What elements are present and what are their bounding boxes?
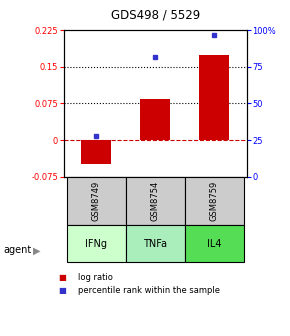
Text: ■: ■ [58,273,66,282]
Bar [81,140,111,164]
Text: percentile rank within the sample: percentile rank within the sample [78,286,220,295]
Text: IL4: IL4 [207,239,221,249]
Bar [67,225,126,262]
Bar [199,55,229,140]
Bar [185,177,244,225]
Text: TNFa: TNFa [143,239,167,249]
Text: GSM8759: GSM8759 [210,181,219,221]
Text: ■: ■ [58,286,66,295]
Bar [126,177,185,225]
Text: log ratio: log ratio [78,273,113,282]
Text: GSM8749: GSM8749 [92,181,101,221]
Text: IFNg: IFNg [85,239,107,249]
Text: GSM8754: GSM8754 [151,181,160,221]
Bar [126,225,185,262]
Bar [140,98,170,140]
Text: ▶: ▶ [33,245,41,255]
Bar [67,177,126,225]
Bar [185,225,244,262]
Text: GDS498 / 5529: GDS498 / 5529 [110,9,200,22]
Text: agent: agent [3,245,31,255]
